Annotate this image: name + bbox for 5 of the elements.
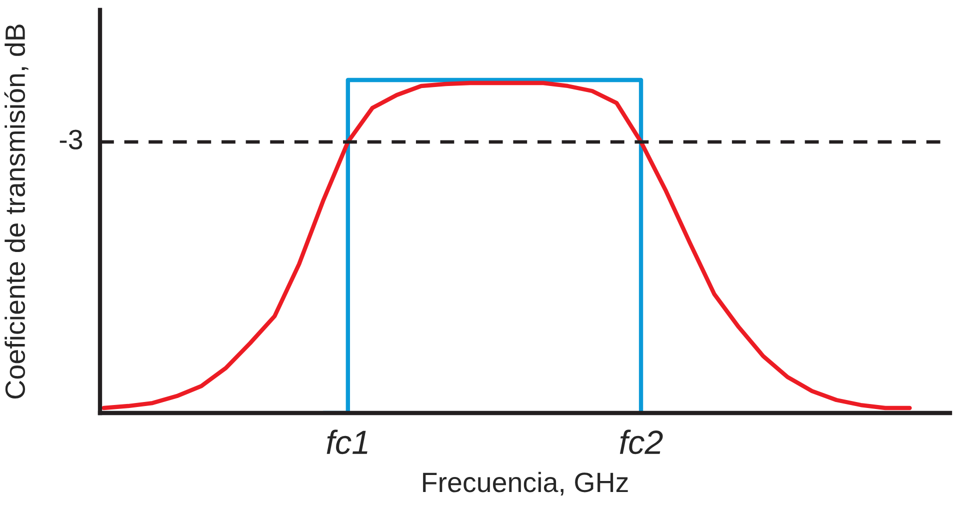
y-axis-title: Coeficiente de transmisión, dB [4, 24, 28, 398]
x-axis-title: Frecuencia, GHz [423, 472, 628, 496]
x-tick-label: fc1 [326, 430, 368, 454]
x-tick-label: fc2 [620, 430, 663, 454]
text: -3 [60, 130, 82, 150]
